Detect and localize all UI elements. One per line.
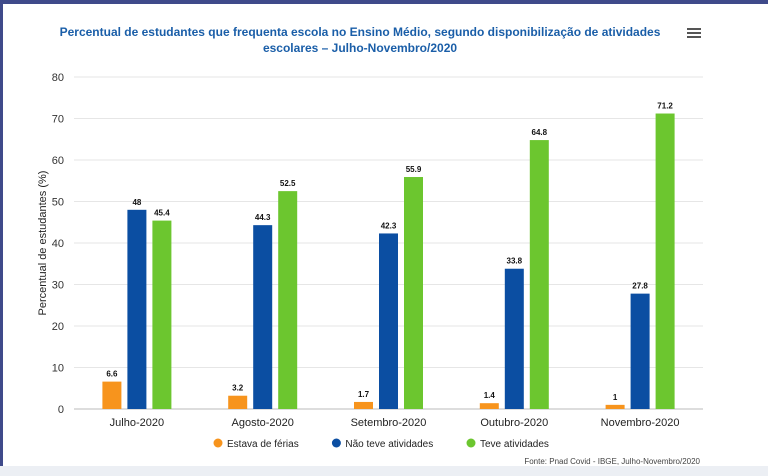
data-label: 1.7 bbox=[358, 390, 370, 399]
data-label: 42.3 bbox=[381, 221, 397, 230]
legend-label: Não teve atividades bbox=[345, 439, 433, 450]
bar-estava-de-f-rias-4[interactable] bbox=[605, 404, 625, 409]
chart-title: Percentual de estudantes que frequenta e… bbox=[59, 25, 661, 55]
x-category-label: Outubro-2020 bbox=[480, 417, 548, 429]
data-label: 48 bbox=[132, 198, 141, 207]
legend-item[interactable]: Estava de férias bbox=[213, 438, 299, 451]
top-border bbox=[0, 0, 768, 4]
bottom-band bbox=[0, 466, 768, 476]
bar-estava-de-f-rias-1[interactable] bbox=[228, 395, 248, 409]
y-tick-label: 80 bbox=[52, 72, 64, 84]
y-tick-label: 10 bbox=[52, 363, 64, 375]
legend: Estava de férias Não teve atividades Teve … bbox=[213, 438, 549, 451]
legend-item[interactable]: Não teve atividades bbox=[331, 438, 433, 451]
bar-n-o-teve-atividades-2[interactable] bbox=[379, 233, 398, 409]
data-labels: 6.6 48 45.4 3.2 44.3 52.5 1.7 42.3 55.9 1.4 33.8 64… bbox=[106, 102, 673, 402]
legend-label: Teve atividades bbox=[480, 439, 549, 450]
bar-teve-atividades-3[interactable] bbox=[529, 140, 549, 409]
bar-teve-atividades-2[interactable] bbox=[404, 177, 423, 409]
x-category-label: Setembro-2020 bbox=[351, 417, 427, 429]
y-tick-label: 0 bbox=[58, 404, 64, 416]
y-tick-label: 70 bbox=[52, 114, 64, 126]
bar-teve-atividades-0[interactable] bbox=[152, 220, 172, 409]
data-label: 52.5 bbox=[280, 179, 296, 188]
y-tick-label: 40 bbox=[52, 238, 64, 250]
data-label: 44.3 bbox=[255, 213, 271, 222]
bar-n-o-teve-atividades-4[interactable] bbox=[630, 293, 650, 409]
bar-estava-de-f-rias-2[interactable] bbox=[354, 401, 373, 409]
bar-teve-atividades-4[interactable] bbox=[655, 113, 675, 410]
legend-marker bbox=[213, 438, 223, 448]
x-category-label: Novembro-2020 bbox=[601, 417, 680, 429]
legend-item[interactable]: Teve atividades bbox=[466, 438, 549, 451]
legend-label: Estava de férias bbox=[227, 439, 299, 450]
data-label: 27.8 bbox=[632, 282, 648, 291]
data-label: 6.6 bbox=[106, 370, 118, 379]
bar-estava-de-f-rias-3[interactable] bbox=[479, 403, 499, 409]
bar-teve-atividades-1[interactable] bbox=[278, 191, 298, 409]
y-axis-label: Percentual de estudantes (%) bbox=[37, 171, 49, 316]
y-tick-label: 60 bbox=[52, 155, 64, 167]
y-tick-label: 30 bbox=[52, 280, 64, 292]
bar-n-o-teve-atividades-3[interactable] bbox=[504, 268, 524, 409]
data-label: 71.2 bbox=[657, 102, 673, 111]
data-label: 55.9 bbox=[406, 165, 422, 174]
legend-marker bbox=[466, 438, 476, 448]
y-tick-label: 50 bbox=[52, 197, 64, 209]
data-label: 3.2 bbox=[232, 384, 244, 393]
bar-estava-de-f-rias-0[interactable] bbox=[102, 381, 122, 409]
left-border bbox=[0, 0, 3, 476]
source-text: Fonte: Pnad Covid - IBGE, Julho-Novembro… bbox=[524, 457, 700, 466]
bar-n-o-teve-atividades-0[interactable] bbox=[127, 209, 147, 409]
y-tick-label: 20 bbox=[52, 321, 64, 333]
bars bbox=[102, 113, 675, 410]
hamburger-menu-icon[interactable] bbox=[684, 26, 704, 42]
legend-marker bbox=[331, 438, 341, 448]
data-label: 1.4 bbox=[484, 391, 496, 400]
y-axis-ticks: 0 10 20 30 40 50 60 70 80 bbox=[52, 72, 64, 416]
data-label: 33.8 bbox=[507, 257, 523, 266]
bar-n-o-teve-atividades-1[interactable] bbox=[253, 225, 273, 409]
x-axis-categories: Julho-2020 Agosto-2020 Setembro-2020 Outubr… bbox=[110, 417, 680, 429]
data-label: 1 bbox=[613, 393, 618, 402]
data-label: 45.4 bbox=[154, 209, 170, 218]
x-category-label: Agosto-2020 bbox=[232, 417, 294, 429]
x-category-label: Julho-2020 bbox=[110, 417, 164, 429]
data-label: 64.8 bbox=[532, 128, 548, 137]
